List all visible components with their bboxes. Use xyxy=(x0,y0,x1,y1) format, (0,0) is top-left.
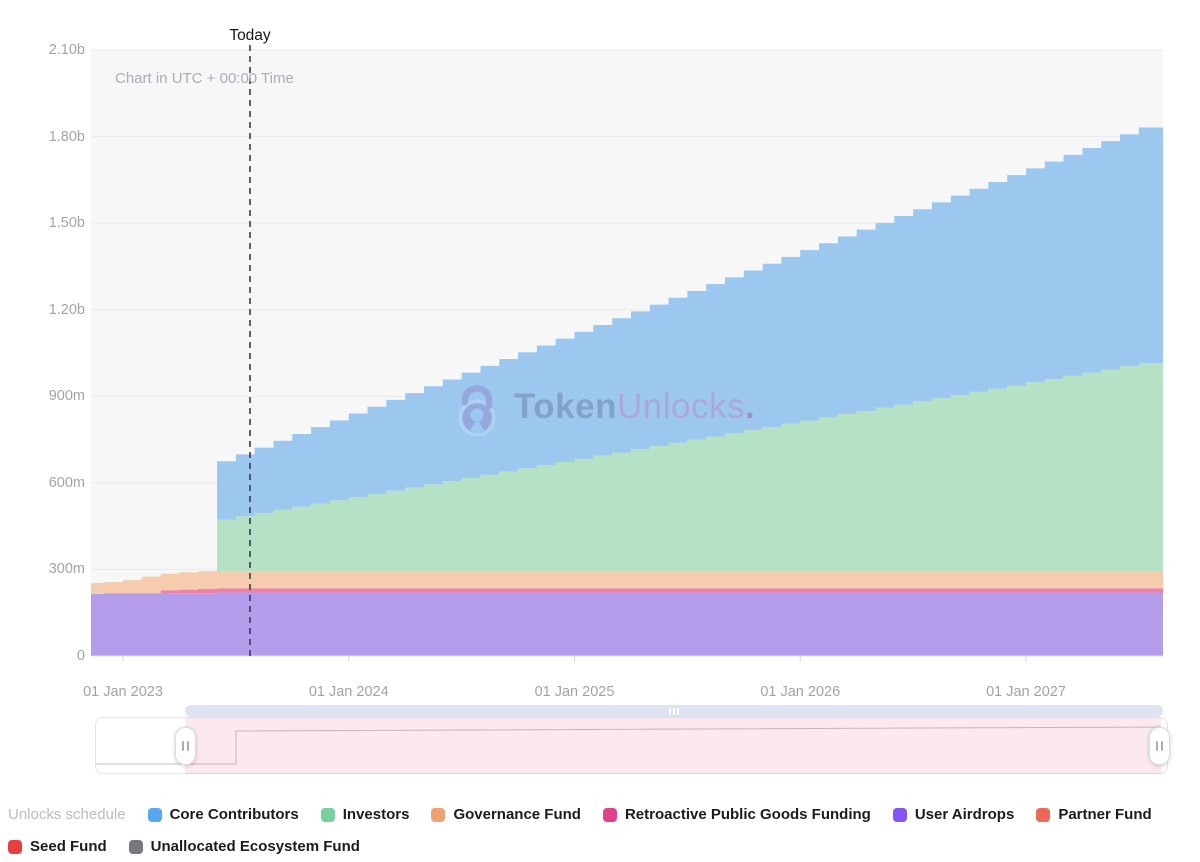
y-tick-label: 1.50b xyxy=(48,215,85,232)
legend-item-label: Investors xyxy=(342,806,410,823)
brush-selection[interactable] xyxy=(185,718,1161,774)
x-tick-label: 01 Jan 2025 xyxy=(534,684,615,700)
unlock-schedule-chart[interactable] xyxy=(0,0,1200,780)
legend-item-partner-fund[interactable]: Partner Fund xyxy=(1036,804,1152,825)
legend-title: Unlocks schedule xyxy=(8,806,126,823)
legend-swatch-icon xyxy=(8,839,22,854)
legend-swatch-icon xyxy=(128,839,143,854)
y-tick-label: 1.80b xyxy=(48,128,85,145)
zoom-bar-grip-icon[interactable] xyxy=(669,707,679,715)
legend-item-investors[interactable]: Investors xyxy=(320,804,410,825)
legend-item-label: Governance Fund xyxy=(453,806,581,823)
y-tick-label: 0 xyxy=(76,648,85,664)
legend-item-core-contributors[interactable]: Core Contributors xyxy=(147,804,299,825)
legend-item-user-airdrops[interactable]: User Airdrops xyxy=(892,804,1015,825)
legend-swatch-icon xyxy=(147,807,162,822)
y-tick-label: 300m xyxy=(48,561,85,578)
y-tick-label: 600m xyxy=(48,474,85,491)
legend-item-seed-fund[interactable]: Seed Fund xyxy=(8,836,107,857)
legend-item-label: Seed Fund xyxy=(30,838,107,855)
legend-swatch-icon xyxy=(431,807,446,822)
x-tick-label: 01 Jan 2026 xyxy=(760,684,841,700)
x-tick-label: 01 Jan 2027 xyxy=(986,684,1066,700)
brush-handle-right[interactable] xyxy=(1149,727,1170,765)
legend-item-unallocated-ecosystem-fund[interactable]: Unallocated Ecosystem Fund xyxy=(128,836,360,857)
legend-swatch-icon xyxy=(320,807,335,822)
legend-item-retroactive-public-goods-funding[interactable]: Retroactive Public Goods Funding xyxy=(602,804,871,825)
zoom-window-bar[interactable] xyxy=(185,705,1163,717)
legend-swatch-icon xyxy=(1036,807,1051,822)
legend-item-label: Partner Fund xyxy=(1058,806,1152,823)
legend-item-label: Retroactive Public Goods Funding xyxy=(624,806,871,823)
y-tick-label: 1.20b xyxy=(48,301,85,318)
legend-item-label: Core Contributors xyxy=(169,806,299,823)
legend-item-label: Unallocated Ecosystem Fund xyxy=(150,838,360,855)
x-tick-label: 01 Jan 2024 xyxy=(308,684,389,700)
y-tick-label: 2.10b xyxy=(48,42,85,58)
legend-swatch-icon xyxy=(602,807,617,822)
legend-item-governance-fund[interactable]: Governance Fund xyxy=(431,804,581,825)
utc-note-label: Chart in UTC + 00:00 Time xyxy=(115,70,294,87)
legend-swatch-icon xyxy=(892,807,907,822)
legend-item-label: User Airdrops xyxy=(914,806,1015,823)
today-label: Today xyxy=(229,27,271,44)
x-tick-label: 01 Jan 2023 xyxy=(83,684,163,700)
y-tick-label: 900m xyxy=(48,388,85,405)
legend: Unlocks schedule Core Contributors Invest… xyxy=(8,804,1158,857)
brush-handle-left[interactable] xyxy=(175,727,196,765)
